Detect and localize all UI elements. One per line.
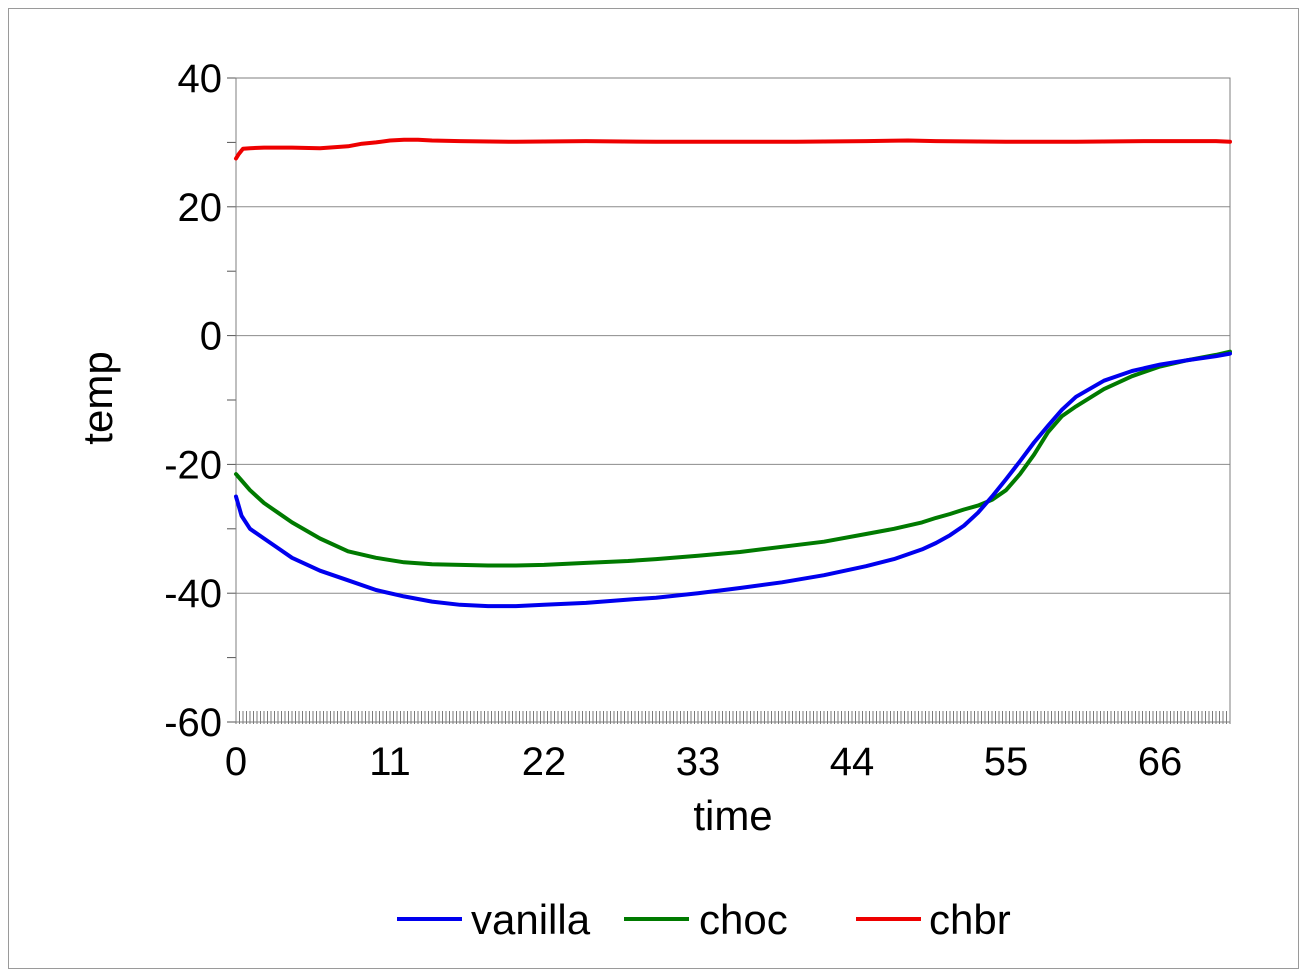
- y-tick-label: -60: [164, 701, 222, 745]
- x-tick-label: 66: [1138, 740, 1183, 784]
- y-tick-label: 0: [200, 315, 222, 359]
- legend-label-vanilla: vanilla: [471, 896, 591, 943]
- chart-frame: 40 20 0 -20 -40 -60 0 11 22 33 44 55 66 time temp v…: [8, 8, 1299, 969]
- plot-area: [235, 77, 1231, 723]
- series-lines: [234, 137, 1232, 609]
- legend-label-chbr: chbr: [929, 896, 1011, 943]
- x-tick-label: 44: [830, 740, 875, 784]
- y-axis-title: temp: [74, 351, 121, 444]
- grid-lines: [236, 206, 1230, 594]
- y-tick-label: -40: [164, 572, 222, 616]
- y-tick-labels: 40 20 0 -20 -40 -60: [164, 57, 222, 745]
- y-tick-label: 20: [178, 186, 223, 230]
- legend-label-choc: choc: [699, 896, 788, 943]
- series-line-vanilla: [234, 351, 1232, 609]
- x-tick-label: 33: [676, 740, 721, 784]
- legend: vanilla choc chbr: [397, 896, 1011, 943]
- x-tick-label: 22: [522, 740, 567, 784]
- line-chart: 40 20 0 -20 -40 -60 0 11 22 33 44 55 66 time temp v…: [74, 57, 1232, 943]
- x-tick-label: 55: [984, 740, 1029, 784]
- series-line-choc: [234, 349, 1232, 568]
- y-tick-label: -20: [164, 443, 222, 487]
- x-axis-title: time: [693, 792, 772, 839]
- x-tick-label: 11: [369, 740, 411, 784]
- axis-ticks: [227, 77, 1231, 724]
- x-tick-label: 0: [225, 740, 247, 784]
- series-line-chbr: [234, 137, 1232, 161]
- y-tick-label: 40: [178, 57, 223, 101]
- x-tick-labels: 0 11 22 33 44 55 66: [225, 740, 1182, 784]
